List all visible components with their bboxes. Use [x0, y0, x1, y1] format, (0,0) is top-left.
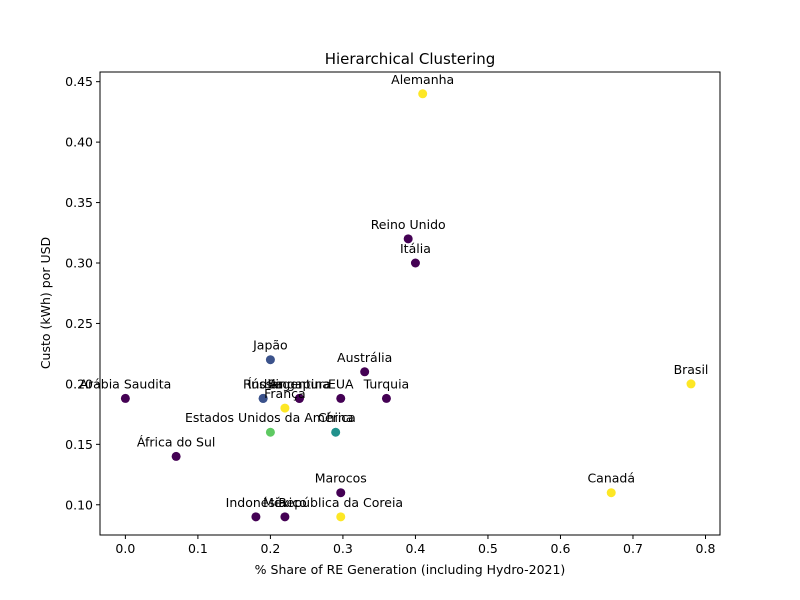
data-point — [403, 234, 413, 244]
data-point-label: Indonésia — [226, 495, 286, 510]
data-point-label: Reino Unido — [371, 217, 446, 232]
x-tick-label: 0.0 — [115, 541, 135, 556]
y-tick-label: 0.20 — [65, 376, 93, 391]
data-point — [120, 393, 130, 403]
data-point-label: República da Coreia — [278, 495, 403, 510]
x-axis-label: % Share of RE Generation (including Hydr… — [255, 562, 566, 577]
data-point — [280, 403, 290, 413]
data-point — [265, 355, 275, 365]
data-point — [258, 393, 268, 403]
data-point-label: China — [318, 410, 354, 425]
data-point — [686, 379, 696, 389]
y-tick-label: 0.35 — [65, 195, 93, 210]
data-point-label: Arábia Saudita — [79, 376, 171, 391]
axes-frame — [99, 71, 721, 536]
data-point — [336, 512, 346, 522]
data-point-label: Marocos — [315, 471, 367, 486]
y-tick-label: 0.45 — [65, 74, 93, 89]
data-point-label: Turquia — [363, 376, 410, 391]
data-point — [336, 488, 346, 498]
data-point-label: Canadá — [587, 471, 635, 486]
data-point — [251, 512, 261, 522]
data-point-label: Singapura — [268, 376, 332, 391]
data-point — [171, 451, 181, 461]
data-point-label: África do Sul — [137, 434, 216, 449]
data-point-label: Itália — [400, 241, 431, 256]
x-tick-label: 0.6 — [551, 541, 571, 556]
data-point-label: Brasil — [674, 362, 709, 377]
y-tick-label: 0.10 — [65, 497, 93, 512]
data-point — [381, 393, 391, 403]
data-point — [410, 258, 420, 268]
x-tick-label: 0.2 — [260, 541, 280, 556]
data-point-label: Estados Unidos da América — [185, 410, 356, 425]
x-tick-label: 0.8 — [696, 541, 716, 556]
x-tick-label: 0.1 — [188, 541, 208, 556]
data-point — [360, 367, 370, 377]
chart-title: Hierarchical Clustering — [325, 50, 496, 68]
data-point — [336, 393, 346, 403]
data-point — [280, 512, 290, 522]
data-point — [331, 427, 341, 437]
data-point-label: México — [263, 495, 307, 510]
data-point-label: Rússia — [243, 376, 283, 391]
data-point-label: EUA — [328, 376, 354, 391]
data-point-label: França — [264, 386, 306, 401]
data-point-label: Austrália — [337, 350, 392, 365]
data-point-label: Japão — [252, 338, 288, 353]
plot-area: 0.0 0.1 0.2 0.3 0.4 0.5 0.6 0.7 0.8 0.10 0.15 0.20 0… — [65, 71, 721, 556]
x-tick-label: 0.7 — [623, 541, 643, 556]
y-tick-label: 0.25 — [65, 316, 93, 331]
x-tick-label: 0.4 — [405, 541, 425, 556]
data-point — [606, 488, 616, 498]
x-tick-label: 0.5 — [478, 541, 498, 556]
y-tick-label: 0.30 — [65, 256, 93, 271]
y-axis-label: Custo (kWh) por USD — [38, 237, 53, 369]
y-tick-label: 0.40 — [65, 135, 93, 150]
x-tick-label: 0.3 — [333, 541, 353, 556]
y-tick-label: 0.15 — [65, 437, 93, 452]
data-point — [294, 393, 304, 403]
data-point — [265, 427, 275, 437]
data-point-label: Alemanha — [391, 72, 454, 87]
data-point — [418, 89, 428, 99]
data-point-label: Argentina — [269, 376, 330, 391]
data-point-label: Índia — [248, 376, 279, 391]
